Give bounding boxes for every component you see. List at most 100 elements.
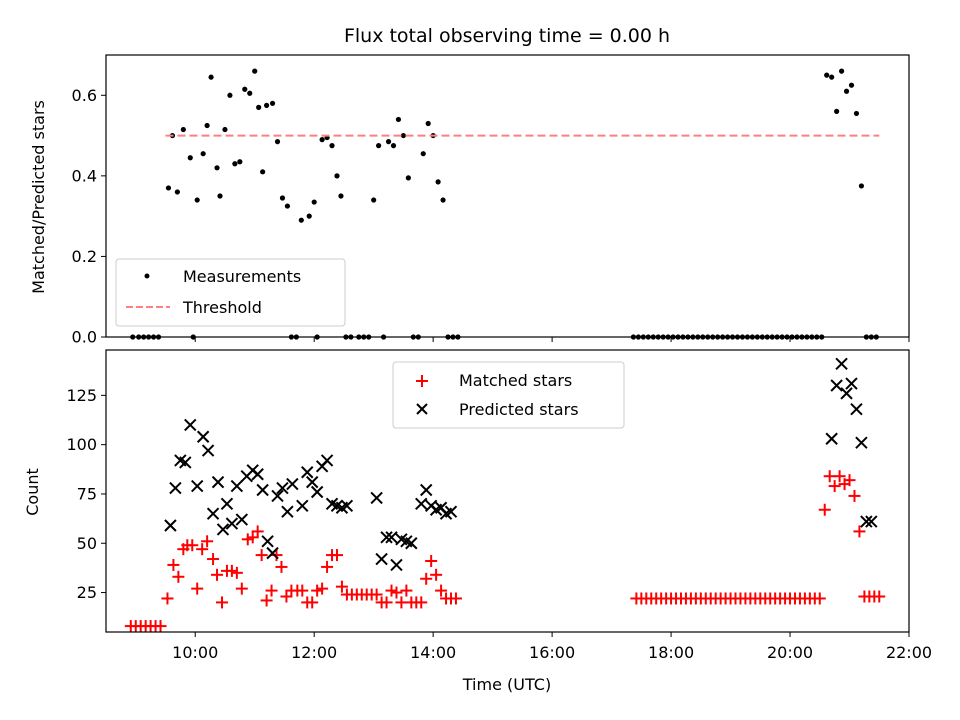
measurement-point xyxy=(264,102,270,108)
legend-predicted-label: Predicted stars xyxy=(459,400,579,419)
y-tick-label: 25 xyxy=(77,583,97,602)
measurement-point xyxy=(425,120,431,127)
predicted-star-point xyxy=(865,515,878,528)
predicted-star-point xyxy=(850,402,863,416)
y-tick-label: 0.2 xyxy=(72,247,97,266)
measurement-point xyxy=(395,116,402,123)
matched-star-point xyxy=(848,489,861,502)
matched-star-point xyxy=(296,584,309,597)
measurement-point xyxy=(180,126,186,133)
predicted-star-point xyxy=(310,485,324,499)
measurement-point xyxy=(838,68,845,74)
measurement-point xyxy=(440,197,446,203)
measurement-point xyxy=(435,179,441,185)
measurement-point xyxy=(853,110,860,117)
ratio-axes-frame xyxy=(105,54,910,338)
predicted-star-point xyxy=(251,468,264,481)
x-tick-label: 16:00 xyxy=(529,643,575,662)
measurement-point xyxy=(165,185,172,191)
matched-star-point xyxy=(161,592,174,605)
predicted-star-point xyxy=(216,523,230,536)
measurement-point xyxy=(306,213,312,219)
predicted-star-point xyxy=(164,519,177,532)
ratio-panel: Flux total observing time = 0.00 h 0.0 0.… xyxy=(29,25,910,347)
measurement-point xyxy=(829,74,835,80)
predicted-star-point xyxy=(415,497,428,511)
measurement-point xyxy=(420,151,426,157)
predicted-star-point xyxy=(380,531,393,544)
matched-star-point xyxy=(390,586,403,599)
predicted-star-point xyxy=(235,513,249,526)
measurement-point xyxy=(834,108,840,114)
ratio-legend-box xyxy=(115,258,346,327)
predicted-star-point xyxy=(390,558,403,572)
predicted-star-point xyxy=(286,477,299,491)
predicted-star-point xyxy=(835,357,848,371)
matched-star-point xyxy=(207,553,220,566)
measurement-point xyxy=(858,183,865,189)
count-x-ticks: 10:00 12:00 14:00 16:00 18:00 20:00 22:00 xyxy=(172,632,932,662)
legend-threshold-label: Threshold xyxy=(182,298,262,317)
predicted-star-point xyxy=(825,432,838,445)
matched-star-point xyxy=(260,594,273,607)
predicted-star-point xyxy=(261,535,274,548)
measurement-point xyxy=(400,132,407,139)
count-legend-box xyxy=(392,361,625,429)
measurement-point xyxy=(187,155,193,161)
count-y-ticks: 25 50 75 100 125 xyxy=(66,386,106,602)
measurement-point xyxy=(298,217,304,223)
predicted-star-point xyxy=(201,444,215,457)
measurement-point xyxy=(284,203,291,209)
legend-predicted-marker xyxy=(416,403,428,415)
matched-star-point xyxy=(449,592,462,605)
predicted-star-point xyxy=(230,479,244,493)
ratio-x-ticks xyxy=(194,337,910,342)
x-axis-label: Time (UTC) xyxy=(462,675,551,694)
matched-star-point xyxy=(270,549,283,562)
matched-star-point xyxy=(251,525,264,538)
legend-matched-marker xyxy=(416,375,428,387)
measurement-point xyxy=(843,88,850,94)
chart-title: Flux total observing time = 0.00 h xyxy=(344,25,670,47)
matched-star-point xyxy=(191,582,204,595)
matched-star-point xyxy=(186,539,199,552)
matched-star-point xyxy=(420,572,433,585)
measurement-point xyxy=(334,173,340,179)
matched-star-point xyxy=(370,588,383,601)
matched-star-point xyxy=(265,584,278,597)
predicted-star-point xyxy=(220,497,234,511)
measurement-point xyxy=(390,143,397,149)
predicted-star-point xyxy=(281,505,294,518)
measurement-point xyxy=(319,137,325,143)
x-tick-label: 12:00 xyxy=(291,643,337,662)
ratio-legend: Measurements Threshold xyxy=(115,258,346,327)
matched-star-point xyxy=(154,620,167,633)
measurement-point xyxy=(194,197,200,203)
predicted-star-point xyxy=(169,481,182,495)
matched-star-point xyxy=(230,566,243,579)
measurement-point xyxy=(260,169,266,175)
predicted-star-point xyxy=(860,515,873,528)
y-tick-label: 0.0 xyxy=(72,328,97,347)
matched-star-point xyxy=(255,549,268,562)
predicted-star-point xyxy=(196,430,210,443)
matched-star-point xyxy=(215,596,228,609)
measurement-point xyxy=(222,126,228,133)
predicted-star-point xyxy=(206,507,220,520)
predicted-star-point xyxy=(420,483,433,497)
measurement-point xyxy=(371,197,377,203)
count-legend: Matched stars Predicted stars xyxy=(392,361,625,429)
predicted-star-point xyxy=(840,387,853,400)
measurement-point xyxy=(217,193,223,199)
y-tick-label: 0.6 xyxy=(72,86,97,105)
measurement-point xyxy=(174,189,180,195)
predicted-star-point xyxy=(370,491,383,505)
matched-star-point xyxy=(335,580,348,593)
y-tick-label: 50 xyxy=(77,534,97,553)
ratio-y-ticks: 0.0 0.2 0.4 0.6 xyxy=(72,86,106,347)
predicted-star-point xyxy=(405,537,418,550)
matched-star-point xyxy=(235,582,248,595)
matched-star-point xyxy=(211,568,224,581)
matched-star-point xyxy=(818,503,831,516)
x-tick-label: 20:00 xyxy=(767,643,813,662)
